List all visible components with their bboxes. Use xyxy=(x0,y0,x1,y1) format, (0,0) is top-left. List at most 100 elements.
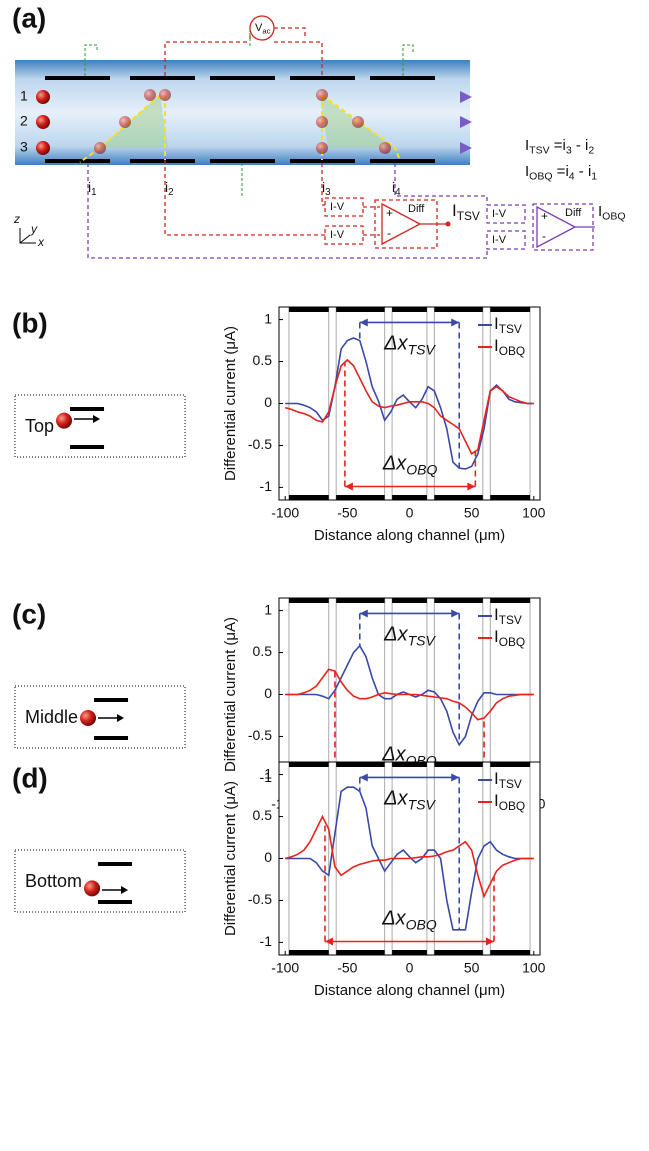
minus: - xyxy=(542,229,546,243)
y-tick-label: -1 xyxy=(260,478,273,494)
delta-label: ΔxOBQ xyxy=(381,908,437,932)
x-tick-label: 50 xyxy=(464,960,480,976)
subscript: TSV xyxy=(499,322,522,336)
text-part: I xyxy=(494,314,499,333)
inset-electrode xyxy=(70,407,105,411)
delta-label: ΔxTSV xyxy=(383,624,436,648)
electrode xyxy=(490,950,531,955)
subscript: OBQ xyxy=(499,635,525,649)
row-label: 1 xyxy=(20,88,28,104)
x-tick-label: 50 xyxy=(464,505,480,521)
amplifier xyxy=(381,202,422,246)
electrode xyxy=(392,762,427,767)
plus: + xyxy=(386,206,393,220)
y-tick-label: 1 xyxy=(264,310,272,326)
y-tick-label: 0.5 xyxy=(253,352,273,368)
electrode xyxy=(434,598,483,603)
row-label: 3 xyxy=(20,139,28,155)
amplifier xyxy=(536,205,577,249)
series-line xyxy=(285,358,534,456)
arrowhead xyxy=(451,318,460,327)
x-axis-label: Distance along channel (μm) xyxy=(314,527,505,544)
subscript: OBQ xyxy=(602,210,625,222)
electrode xyxy=(434,950,483,955)
text-part: I xyxy=(494,336,499,355)
subscript: OBQ xyxy=(499,344,525,358)
x-tick-label: 100 xyxy=(522,960,546,976)
subscript: 1 xyxy=(91,187,96,198)
x-tick-label: 100 xyxy=(522,505,546,521)
x-tick-label: 0 xyxy=(406,505,414,521)
electrode xyxy=(288,762,329,767)
y-tick-label: 0 xyxy=(264,685,272,701)
series-line xyxy=(285,814,534,899)
delta-label: ΔxTSV xyxy=(383,333,436,357)
text-part: =i xyxy=(553,163,569,180)
electrode xyxy=(288,598,329,603)
amp-label: Diff xyxy=(565,207,582,219)
axis-z: z xyxy=(13,212,20,226)
text-part: I xyxy=(494,791,499,810)
text-part: - i xyxy=(575,163,592,180)
source-label: Vac xyxy=(255,22,271,35)
axis-y: y xyxy=(30,222,38,236)
electrode xyxy=(434,762,483,767)
y-tick-label: 1 xyxy=(264,765,272,781)
subscript: TSV xyxy=(499,777,522,791)
text-part: Δx xyxy=(383,624,408,646)
arrowhead xyxy=(486,937,495,946)
plot-frame xyxy=(278,306,541,501)
y-axis-label: Differential current (μA) xyxy=(222,326,239,481)
text-part: I xyxy=(494,627,499,646)
inset-electrode xyxy=(94,736,129,740)
arrowhead xyxy=(344,482,353,491)
plot-frame xyxy=(278,761,541,956)
subscript: TSV xyxy=(499,613,522,627)
inset-label: Middle xyxy=(25,707,78,727)
triangle xyxy=(100,95,168,148)
node xyxy=(445,221,451,227)
subscript: 4 xyxy=(395,187,401,198)
electrode xyxy=(434,495,483,500)
subscript: 4 xyxy=(569,170,575,182)
inset-electrode xyxy=(98,900,133,904)
output-label: IOBQ xyxy=(598,203,626,222)
electrode xyxy=(392,598,427,603)
arrowhead xyxy=(359,773,368,782)
particles xyxy=(36,89,391,155)
y-tick-label: -0.5 xyxy=(248,891,272,907)
electrode xyxy=(490,495,531,500)
electrode xyxy=(288,950,329,955)
electrodes xyxy=(45,76,435,163)
inset-electrode xyxy=(98,862,133,866)
electrode xyxy=(336,307,385,312)
subscript: TSV xyxy=(408,341,437,357)
electrode xyxy=(336,495,385,500)
minus: - xyxy=(387,226,391,240)
ground-lines xyxy=(84,28,414,198)
subscript: 2 xyxy=(588,144,594,156)
current-label: i2 xyxy=(165,179,174,198)
panel-label: (a) xyxy=(12,2,46,33)
electrode xyxy=(490,762,531,767)
y-axis-label: Differential current (μA) xyxy=(222,781,239,936)
text-part: Δx xyxy=(383,333,408,355)
axes-icon xyxy=(19,228,36,244)
arrowhead xyxy=(359,609,368,618)
subscript: TSV xyxy=(457,209,480,223)
text-part: i xyxy=(322,179,325,195)
legend-label: IOBQ xyxy=(494,336,525,358)
subscript: OBQ xyxy=(406,461,437,477)
delta-label: ΔxOBQ xyxy=(382,453,438,477)
y-tick-label: 0 xyxy=(264,849,272,865)
x-axis-label: Distance along channel (μm) xyxy=(314,982,505,999)
y-tick-label: -0.5 xyxy=(248,436,272,452)
converter-label: I-V xyxy=(492,208,507,220)
inset-arrowhead xyxy=(121,886,129,894)
current-label: i3 xyxy=(322,179,331,198)
subscript: OBQ xyxy=(499,799,525,813)
electrode xyxy=(434,307,483,312)
subscript: OBQ xyxy=(529,170,552,182)
inset-arrowhead xyxy=(117,714,125,722)
arrowhead xyxy=(324,937,333,946)
